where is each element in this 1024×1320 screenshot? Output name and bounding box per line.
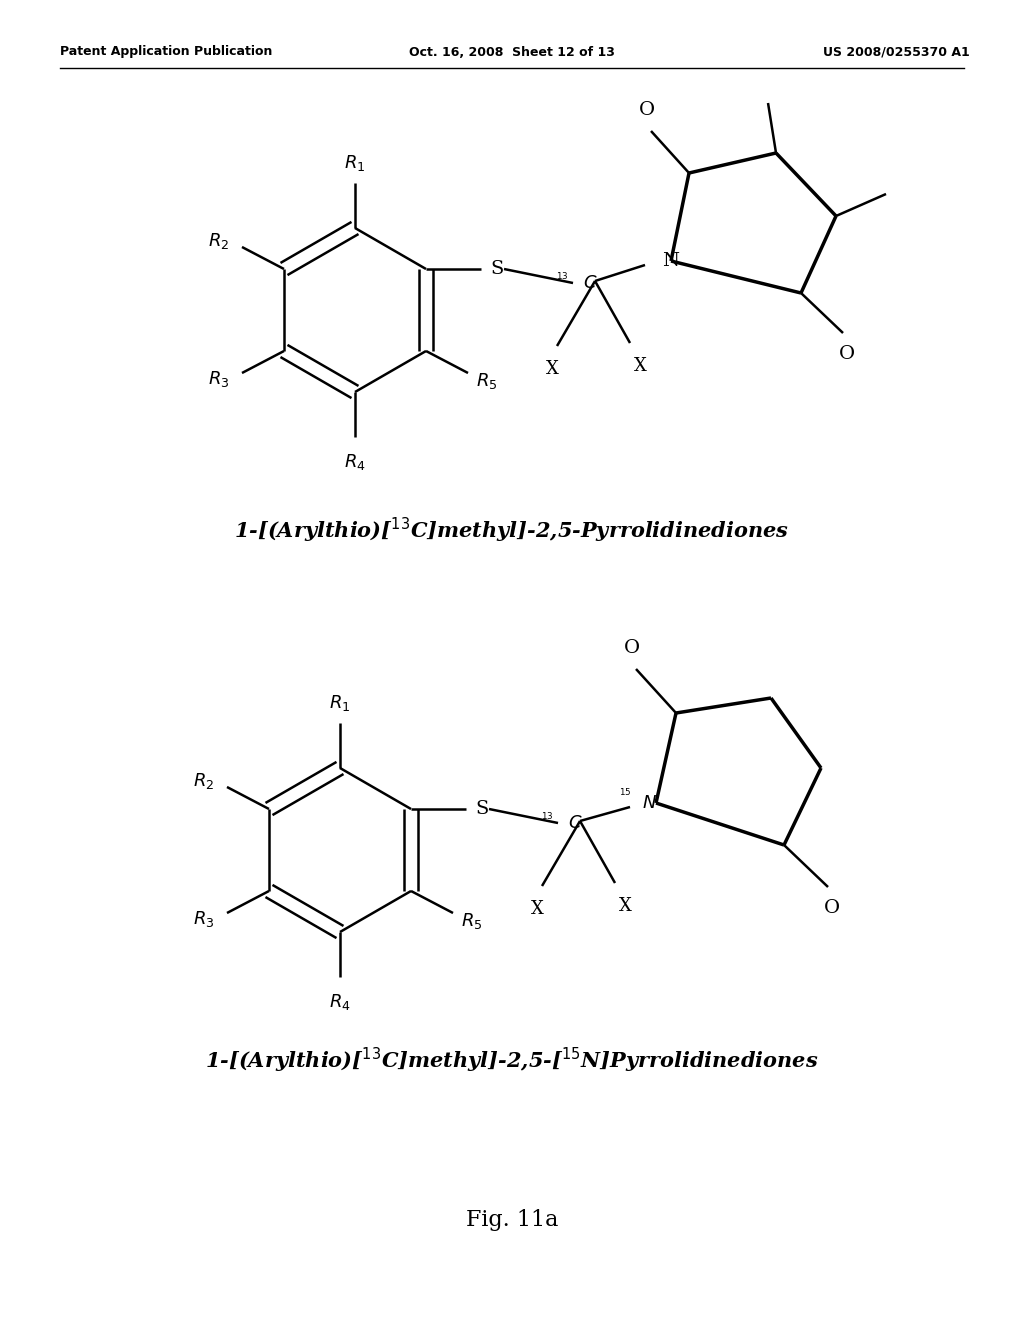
Text: $^{13}$: $^{13}$ bbox=[542, 813, 554, 825]
Text: $^{13}$: $^{13}$ bbox=[556, 272, 569, 285]
Text: 1-[(Arylthio)[$^{13}$C]methyl]-2,5-Pyrrolidinediones: 1-[(Arylthio)[$^{13}$C]methyl]-2,5-Pyrro… bbox=[234, 515, 790, 545]
Text: US 2008/0255370 A1: US 2008/0255370 A1 bbox=[823, 45, 970, 58]
Text: $C$: $C$ bbox=[568, 814, 583, 832]
Text: $R_1$: $R_1$ bbox=[330, 693, 350, 713]
Text: $C$: $C$ bbox=[583, 275, 598, 292]
Text: $R_2$: $R_2$ bbox=[208, 231, 229, 251]
Text: O: O bbox=[639, 102, 655, 119]
Text: Oct. 16, 2008  Sheet 12 of 13: Oct. 16, 2008 Sheet 12 of 13 bbox=[409, 45, 615, 58]
Text: O: O bbox=[624, 639, 640, 657]
Text: N: N bbox=[662, 252, 679, 271]
Text: $R_5$: $R_5$ bbox=[476, 371, 498, 391]
Text: O: O bbox=[839, 345, 855, 363]
Text: Fig. 11a: Fig. 11a bbox=[466, 1209, 558, 1232]
Text: $R_3$: $R_3$ bbox=[208, 370, 229, 389]
Text: Patent Application Publication: Patent Application Publication bbox=[60, 45, 272, 58]
Text: X: X bbox=[546, 360, 558, 378]
Text: S: S bbox=[490, 260, 503, 279]
Text: S: S bbox=[475, 800, 488, 818]
Text: 1-[(Arylthio)[$^{13}$C]methyl]-2,5-[$^{15}$N]Pyrrolidinediones: 1-[(Arylthio)[$^{13}$C]methyl]-2,5-[$^{1… bbox=[206, 1045, 818, 1074]
Text: X: X bbox=[634, 356, 646, 375]
Text: X: X bbox=[530, 900, 544, 917]
Text: $R_4$: $R_4$ bbox=[344, 451, 366, 473]
Text: $R_1$: $R_1$ bbox=[344, 153, 366, 173]
Text: X: X bbox=[618, 898, 632, 915]
Text: $R_2$: $R_2$ bbox=[193, 771, 214, 791]
Text: $R_5$: $R_5$ bbox=[461, 911, 482, 931]
Text: $R_4$: $R_4$ bbox=[329, 993, 351, 1012]
Text: $N$: $N$ bbox=[642, 795, 657, 812]
Text: $^{15}$: $^{15}$ bbox=[620, 788, 632, 801]
Text: $R_3$: $R_3$ bbox=[193, 909, 214, 929]
Text: O: O bbox=[824, 899, 840, 917]
